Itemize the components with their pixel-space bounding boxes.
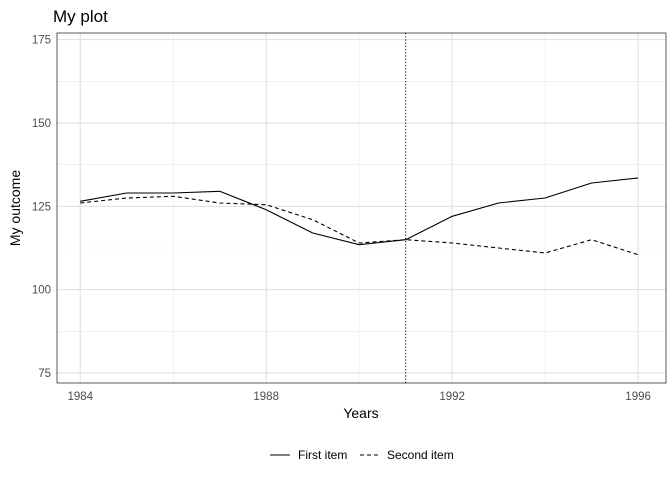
x-tick-label: 1984 xyxy=(67,391,93,403)
x-tick-label: 1992 xyxy=(439,391,465,403)
plot-border xyxy=(56,32,667,384)
legend: First item Second item xyxy=(270,448,454,462)
series-line-first-item xyxy=(80,177,639,246)
x-tick-label: 1988 xyxy=(253,391,279,403)
series-lines xyxy=(80,177,639,256)
chart-title: My plot xyxy=(53,7,108,26)
legend-label-first-item: First item xyxy=(298,448,347,462)
series-line-second-item xyxy=(80,195,639,256)
x-tick-labels: 1984 1988 1992 1996 xyxy=(67,391,650,403)
y-tick-label: 150 xyxy=(32,118,51,130)
y-tick-label: 100 xyxy=(32,285,51,297)
legend-label-second-item: Second item xyxy=(387,448,454,462)
y-tick-label: 75 xyxy=(38,368,51,380)
x-axis-title: Years xyxy=(343,405,378,421)
gridlines xyxy=(57,33,666,383)
y-axis-title: My outcome xyxy=(7,170,23,246)
y-tick-label: 175 xyxy=(32,35,51,47)
y-tick-label: 125 xyxy=(32,201,51,213)
y-tick-labels: 75 100 125 150 175 xyxy=(32,35,51,380)
x-tick-label: 1996 xyxy=(625,391,651,403)
